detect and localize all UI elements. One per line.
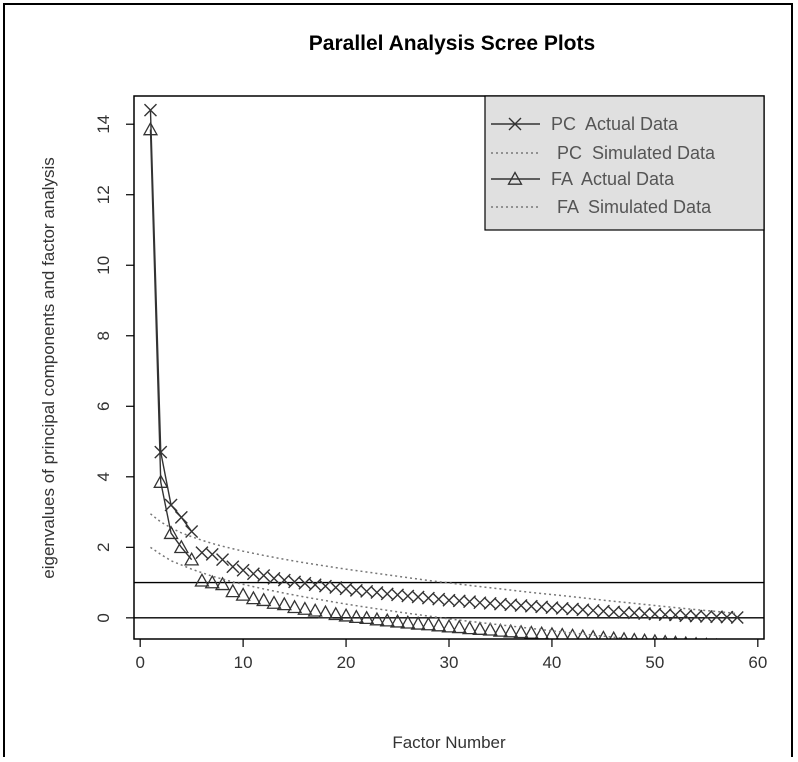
pc-actual-point: [474, 597, 486, 609]
y-tick-label: 4: [94, 472, 113, 481]
y-tick-label: 6: [94, 402, 113, 411]
pc-actual-point: [443, 594, 455, 606]
legend-label: PC Actual Data: [551, 114, 679, 134]
fa-actual-point: [226, 585, 239, 597]
pc-actual-point: [711, 611, 723, 623]
pc-simulated-data-series: [150, 514, 737, 614]
pc-actual-point: [700, 610, 712, 622]
x-axis-label: Factor Number: [392, 733, 506, 752]
pc-actual-point: [546, 602, 558, 614]
pc-actual-point: [587, 604, 599, 616]
fa-actual-point: [669, 636, 682, 648]
fa-actual-point: [638, 634, 651, 646]
pc-actual-point: [669, 609, 681, 621]
pc-actual-point: [680, 610, 692, 622]
pc-actual-point: [278, 574, 290, 586]
fa-actual-point: [195, 574, 208, 586]
pc-actual-point: [721, 611, 733, 623]
pc-actual-point: [196, 547, 208, 559]
x-tick-label: 0: [135, 653, 144, 672]
y-tick-label: 14: [94, 115, 113, 134]
x-tick-label: 20: [337, 653, 356, 672]
pc-actual-point: [515, 600, 527, 612]
pc-actual-point: [690, 610, 702, 622]
pc-actual-point: [175, 511, 187, 523]
y-tick-label: 2: [94, 543, 113, 552]
fa-actual-point: [268, 597, 281, 609]
y-tick-label: 8: [94, 331, 113, 340]
pc-actual-point: [494, 598, 506, 610]
legend-label: FA Actual Data: [551, 169, 675, 189]
pc-actual-point: [258, 570, 270, 582]
pc-actual-point: [628, 607, 640, 619]
x-tick-label: 10: [234, 653, 253, 672]
pc-actual-point: [186, 525, 198, 537]
fa-actual-point: [576, 630, 589, 642]
pc-actual-point: [247, 568, 259, 580]
fa-actual-point: [720, 640, 733, 652]
pc-actual-point: [536, 601, 548, 613]
pc-actual-point: [484, 597, 496, 609]
pc-actual-point: [227, 561, 239, 573]
pc-actual-point: [618, 607, 630, 619]
pc-actual-point: [525, 600, 537, 612]
y-tick-label: 10: [94, 256, 113, 275]
pc-actual-point: [505, 599, 517, 611]
legend-label: FA Simulated Data: [557, 197, 712, 217]
x-tick-label: 60: [748, 653, 767, 672]
fa-actual-data-line: [150, 129, 191, 559]
pc-actual-point: [237, 564, 249, 576]
pc-actual-point: [453, 595, 465, 607]
x-tick-label: 30: [440, 653, 459, 672]
y-tick-label: 12: [94, 185, 113, 204]
fa-actual-point: [288, 601, 301, 613]
fa-actual-point: [700, 638, 713, 650]
x-tick-label: 40: [542, 653, 561, 672]
pc-actual-point: [659, 609, 671, 621]
legend-label: PC Simulated Data: [557, 143, 716, 163]
fa-actual-point: [659, 636, 672, 648]
pc-actual-point: [577, 604, 589, 616]
fa-actual-point: [587, 631, 600, 643]
pc-actual-point: [556, 602, 568, 614]
pc-simulated-data-line: [150, 514, 737, 614]
y-tick-label: 0: [94, 613, 113, 622]
fa-actual-point: [607, 632, 620, 644]
pc-actual-point: [597, 605, 609, 617]
chart-title: Parallel Analysis Scree Plots: [309, 32, 595, 55]
fa-actual-point: [710, 639, 723, 651]
fa-actual-point: [597, 631, 610, 643]
x-tick-label: 50: [645, 653, 664, 672]
y-axis-label: eigenvalues of principal components and …: [39, 157, 58, 578]
pc-actual-point: [567, 603, 579, 615]
fa-actual-point: [731, 641, 744, 653]
pc-actual-point: [608, 606, 620, 618]
legend: PC Actual Data PC Simulated Data FA Actual…: [485, 96, 764, 230]
